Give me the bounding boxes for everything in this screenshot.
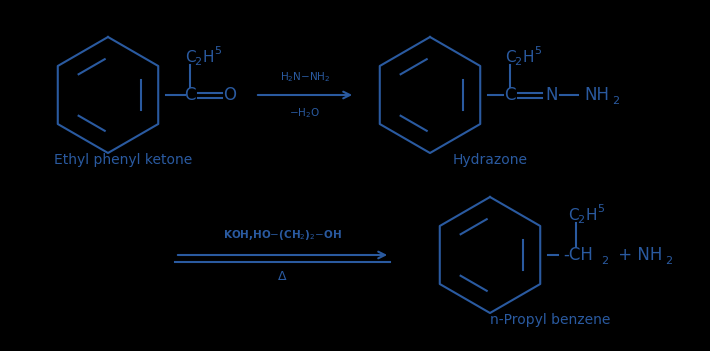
Text: 2: 2	[195, 57, 202, 67]
Text: N: N	[546, 86, 558, 104]
Text: 2: 2	[577, 215, 584, 225]
Text: 2: 2	[612, 96, 619, 106]
Text: H: H	[585, 207, 596, 223]
Text: 2: 2	[515, 57, 522, 67]
Text: NH: NH	[584, 86, 609, 104]
Text: H$_2$N$-$NH$_2$: H$_2$N$-$NH$_2$	[280, 70, 330, 84]
Text: H: H	[523, 49, 534, 65]
Text: O: O	[224, 86, 236, 104]
Text: KOH,HO$-$(CH$_2$)$_2$$-$OH: KOH,HO$-$(CH$_2$)$_2$$-$OH	[223, 228, 342, 242]
Text: C: C	[185, 49, 195, 65]
Text: Δ: Δ	[278, 271, 287, 284]
Text: 5: 5	[535, 46, 542, 56]
Text: -CH: -CH	[563, 246, 593, 264]
Text: C: C	[504, 86, 515, 104]
Text: 5: 5	[214, 46, 222, 56]
Text: 2: 2	[601, 256, 608, 266]
Text: H: H	[202, 49, 214, 65]
Text: C: C	[185, 86, 196, 104]
Text: C: C	[568, 207, 579, 223]
Text: 2: 2	[665, 256, 672, 266]
Text: $-$H$_2$O: $-$H$_2$O	[290, 106, 321, 120]
Text: + NH: + NH	[613, 246, 662, 264]
Text: 5: 5	[598, 204, 604, 214]
Text: C: C	[505, 49, 515, 65]
Text: Hydrazone: Hydrazone	[452, 153, 528, 167]
Text: n-Propyl benzene: n-Propyl benzene	[490, 313, 610, 327]
Text: Ethyl phenyl ketone: Ethyl phenyl ketone	[54, 153, 192, 167]
